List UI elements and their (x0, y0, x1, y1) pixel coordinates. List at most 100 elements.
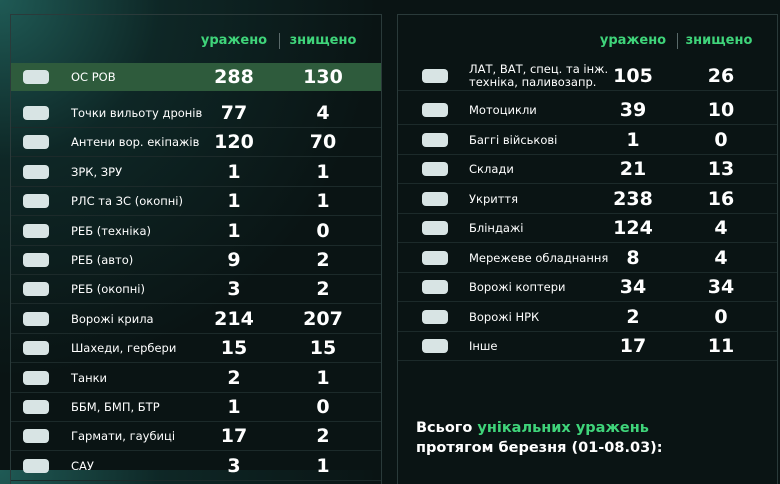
row-icon (23, 106, 49, 120)
row-label: Ворожі НРК (469, 309, 540, 324)
row-icon (422, 132, 448, 147)
row-icon (23, 311, 49, 326)
table-row: РЛС та ЗС (окопні) 1 1 (11, 187, 381, 217)
destroyed-count: 4 (714, 217, 728, 239)
table-row: ЛАТ, ВАТ, спец. та інж. техніка, паливоз… (398, 62, 777, 91)
table-row: РЕБ (техніка) 1 0 (11, 217, 381, 246)
hit-count: 39 (619, 99, 647, 121)
hit-count: 1 (227, 396, 241, 418)
hit-count: 2 (626, 305, 640, 328)
row-label: Шахеди, гербери (71, 341, 177, 356)
hit-count: 15 (220, 337, 248, 360)
hit-count: 120 (214, 131, 254, 154)
hit-count: 288 (214, 66, 254, 88)
table-row: Шахеди, гербери 15 15 (11, 334, 381, 364)
destroyed-count: 1 (316, 454, 330, 477)
left-panel: уражено знищено ОС РОВ 288 130 Точки вильот… (10, 14, 382, 484)
table-row: Склади 21 13 (398, 155, 777, 184)
hit-count: 124 (613, 217, 653, 239)
destroyed-count: 4 (316, 102, 330, 124)
table-row: Бліндажі 124 4 (398, 214, 777, 243)
hit-count: 9 (227, 249, 241, 271)
row-icon (23, 341, 49, 356)
header-hit: уражено (599, 33, 667, 48)
row-label: Гармати, гаубиці (71, 429, 176, 444)
header-separator (677, 33, 678, 49)
destroyed-count: 34 (707, 276, 735, 298)
hit-count: 17 (619, 335, 647, 357)
destroyed-count: 2 (316, 425, 330, 448)
row-label: Антени вор. екіпажів (71, 135, 200, 150)
destroyed-count: 1 (316, 366, 330, 389)
destroyed-count: 1 (316, 190, 330, 213)
destroyed-count: 0 (714, 128, 728, 151)
row-label: САУ (71, 458, 94, 473)
row-label: Ворожі коптери (469, 280, 566, 294)
row-icon (23, 253, 49, 267)
row-icon (422, 191, 448, 206)
destroyed-count: 0 (316, 219, 330, 242)
row-label: ББМ, БМП, БТР (71, 400, 160, 414)
destroyed-count: 0 (316, 396, 330, 418)
destroyed-count: 11 (707, 335, 735, 357)
row-label: РЛС та ЗС (окопні) (71, 194, 183, 209)
hit-count: 3 (227, 278, 241, 301)
row-label: ОС РОВ (71, 70, 116, 84)
destroyed-count: 2 (316, 278, 330, 301)
header-hit: уражено (200, 33, 268, 48)
row-icon (422, 280, 448, 294)
header-separator (279, 33, 280, 49)
hit-count: 21 (619, 158, 647, 180)
table-row: РЕБ (авто) 9 2 (11, 246, 381, 275)
row-label: Інше (469, 339, 498, 353)
hit-count: 77 (220, 102, 248, 124)
right-panel: уражено знищено ЛАТ, ВАТ, спец. та інж. … (397, 14, 778, 484)
row-label: Танки (71, 370, 108, 385)
row-label: Склади (469, 162, 514, 176)
row-icon (23, 135, 49, 150)
row-label: Мережеве обладнання (469, 250, 609, 265)
row-icon (422, 162, 448, 176)
row-icon (422, 250, 448, 265)
row-icon (23, 194, 49, 209)
table-row: ОС РОВ 288 130 (11, 63, 381, 91)
table-row: Гармати, гаубиці 17 2 (11, 422, 381, 452)
table-row: Танки 2 1 (11, 364, 381, 393)
hit-count: 2 (227, 366, 241, 389)
table-row: Точки вильоту дронів 77 4 (11, 99, 381, 128)
table-row: ЗРК, ЗРУ 1 1 (11, 158, 381, 187)
hit-count: 1 (227, 190, 241, 213)
hit-count: 17 (220, 425, 248, 448)
row-label: Мотоцикли (469, 103, 537, 117)
destroyed-count: 70 (309, 131, 337, 154)
destroyed-count: 26 (707, 65, 735, 87)
row-icon (422, 221, 448, 235)
table-row: Мотоцикли 39 10 (398, 96, 777, 125)
summary-line2: протягом березня (01-08.03): (416, 440, 663, 456)
table-row: Баггі військові 1 0 (398, 126, 777, 155)
row-label: РЕБ (авто) (71, 253, 134, 267)
header-destroyed: знищено (685, 33, 753, 48)
table-row: Мережеве обладнання 8 4 (398, 244, 777, 273)
destroyed-count: 1 (316, 160, 330, 183)
hit-count: 1 (227, 219, 241, 242)
table-row: САУ 3 1 (11, 452, 381, 481)
table-row: Ворожі НРК 2 0 (398, 303, 777, 332)
row-label: Бліндажі (469, 221, 524, 235)
destroyed-count: 10 (707, 99, 735, 121)
hit-count: 34 (619, 276, 647, 298)
table-row: Антени вор. екіпажів 120 70 (11, 128, 381, 158)
destroyed-count: 2 (316, 249, 330, 271)
summary: Всього унікальних уражень протягом берез… (416, 418, 663, 458)
hit-count: 3 (227, 454, 241, 477)
table-row: Укриття 238 16 (398, 185, 777, 214)
row-label: Ворожі крила (71, 311, 154, 326)
destroyed-count: 16 (707, 187, 735, 210)
destroyed-count: 207 (303, 307, 343, 330)
hit-count: 238 (613, 187, 653, 210)
row-icon (23, 70, 49, 84)
row-icon (23, 223, 49, 238)
hit-count: 214 (214, 307, 254, 330)
row-icon (422, 339, 448, 353)
destroyed-count: 15 (309, 337, 337, 360)
